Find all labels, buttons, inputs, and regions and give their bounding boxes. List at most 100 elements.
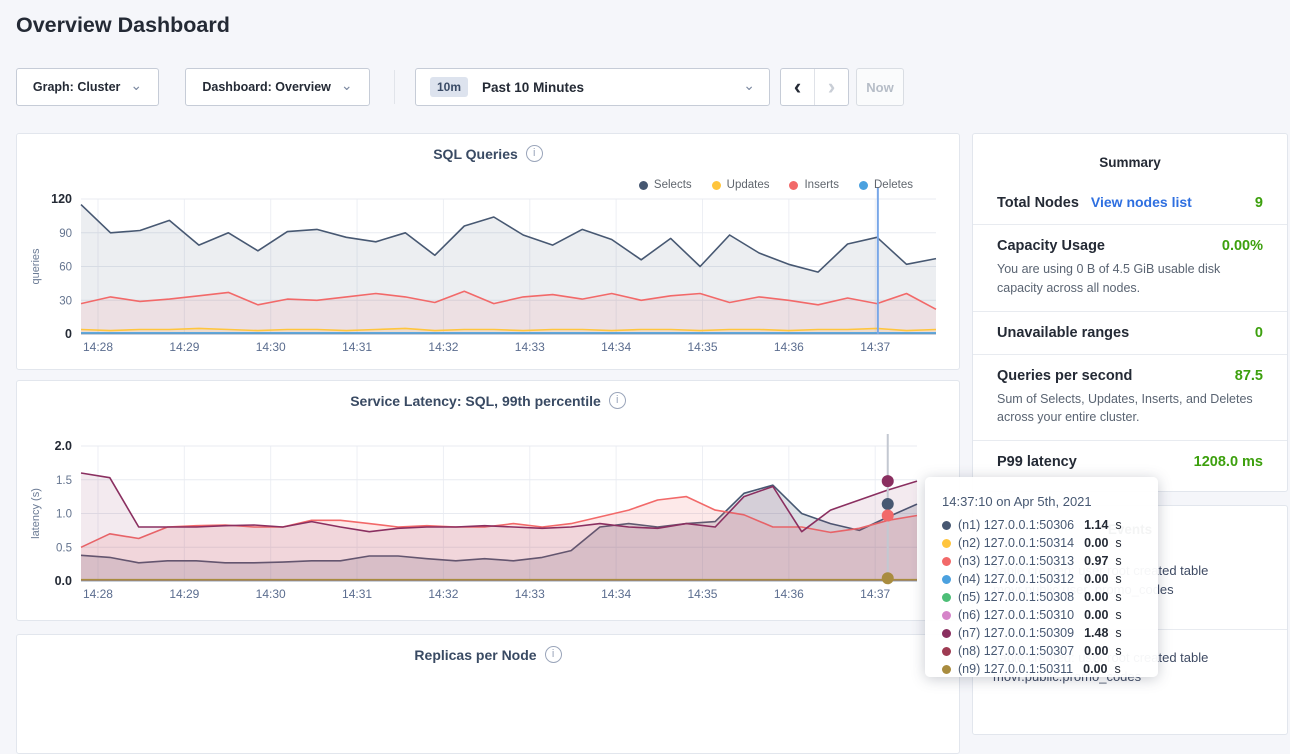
summary-row-qps: Queries per second 87.5 Sum of Selects, …	[973, 353, 1287, 441]
tooltip-row-n2: (n2) 127.0.0.1:50314 0.00 s	[942, 534, 1146, 552]
view-nodes-list-link[interactable]: View nodes list	[1090, 194, 1192, 210]
summary-value: 9	[1254, 195, 1263, 211]
svg-text:14:36: 14:36	[774, 587, 804, 601]
series-dot	[942, 556, 951, 566]
summary-panel: Summary Total Nodes View nodes list 9 Ca…	[972, 133, 1288, 492]
svg-text:1.0: 1.0	[56, 509, 72, 521]
svg-text:14:28: 14:28	[83, 340, 113, 354]
chart-hover-tooltip: 14:37:10 on Apr 5th, 2021 (n1) 127.0.0.1…	[925, 477, 1158, 677]
summary-label: Queries per second	[997, 367, 1133, 384]
svg-text:1.5: 1.5	[56, 475, 72, 487]
time-range-dropdown[interactable]: 10m Past 10 Minutes ⌄	[415, 68, 770, 106]
series-dot	[942, 520, 951, 530]
svg-text:14:35: 14:35	[687, 340, 717, 354]
service-latency-card: 14:28 14:29 14:30 14:31 14:32 14:33 14:34 14:35…	[16, 380, 960, 621]
summary-label: Total Nodes	[997, 195, 1079, 211]
sql-queries-title: SQL Queries	[433, 145, 518, 162]
legend-dot	[789, 180, 799, 190]
svg-text:14:35: 14:35	[687, 587, 717, 601]
dashboard-dropdown[interactable]: Dashboard: Overview ⌄	[185, 68, 370, 106]
svg-text:0.5: 0.5	[56, 542, 72, 554]
series-dot	[942, 592, 951, 602]
chart-title: Replicas per Node i	[17, 646, 959, 663]
legend-item-deletes[interactable]: Deletes	[859, 179, 913, 191]
summary-caption: Sum of Selects, Updates, Inserts, and De…	[997, 391, 1253, 425]
svg-text:14:31: 14:31	[342, 340, 372, 354]
tooltip-row-n6: (n6) 127.0.0.1:50310 0.00 s	[942, 606, 1146, 624]
svg-text:90: 90	[59, 228, 72, 240]
info-icon[interactable]: i	[525, 145, 543, 162]
graph-dropdown-label: Graph: Cluster	[32, 80, 121, 94]
legend-dot	[711, 180, 721, 190]
summary-label: Unavailable ranges	[997, 324, 1130, 341]
summary-row-unavailable: Unavailable ranges 0	[973, 310, 1287, 354]
summary-value: 87.5	[1234, 367, 1263, 384]
replicas-per-node-card: Replicas per Node i	[16, 634, 960, 754]
summary-value: 0.00%	[1221, 238, 1263, 254]
service-latency-chart[interactable]: 14:28 14:29 14:30 14:31 14:32 14:33 14:34 14:35…	[17, 381, 959, 620]
chart-title: Service Latency: SQL, 99th percentile i	[17, 392, 959, 409]
svg-text:0.0: 0.0	[55, 574, 72, 588]
svg-text:14:28: 14:28	[83, 587, 113, 601]
svg-text:14:29: 14:29	[169, 587, 199, 601]
tooltip-row-n3: (n3) 127.0.0.1:50313 0.97 s	[942, 552, 1146, 570]
legend-dot	[859, 180, 868, 190]
series-dot	[942, 610, 951, 620]
svg-text:14:37: 14:37	[860, 340, 890, 354]
chevron-down-icon: ⌄	[340, 76, 353, 93]
svg-text:14:32: 14:32	[428, 340, 458, 354]
legend-dot	[638, 180, 648, 190]
svg-text:14:33: 14:33	[515, 587, 545, 601]
toolbar-divider	[394, 70, 395, 104]
tooltip-row-n9: (n9) 127.0.0.1:50311 0.00 s	[942, 660, 1146, 678]
legend-item-updates[interactable]: Updates	[711, 179, 769, 191]
chevron-down-icon: ⌄	[743, 76, 755, 93]
time-range-badge: 10m	[430, 77, 469, 97]
dashboard-dropdown-label: Dashboard: Overview	[202, 80, 331, 94]
svg-text:30: 30	[59, 295, 72, 307]
summary-title: Summary	[1099, 155, 1161, 170]
sql-queries-card: 14:28 14:29 14:30 14:31 14:32 14:33 14:34 14:35…	[16, 133, 960, 370]
info-icon[interactable]: i	[544, 646, 562, 663]
tooltip-row-n4: (n4) 127.0.0.1:50312 0.00 s	[942, 570, 1146, 588]
summary-caption: You are using 0 B of 4.5 GiB usable disk…	[997, 262, 1221, 295]
svg-text:14:37: 14:37	[860, 587, 890, 601]
time-next-button[interactable]: ›	[815, 69, 848, 105]
time-nav-group: ‹ ›	[780, 68, 849, 106]
now-button[interactable]: Now	[856, 68, 904, 106]
tooltip-row-n1: (n1) 127.0.0.1:50306 1.14 s	[942, 516, 1146, 534]
series-dot	[942, 664, 951, 674]
time-prev-button[interactable]: ‹	[781, 69, 815, 105]
series-dot	[942, 574, 951, 584]
chevron-right-icon: ›	[827, 74, 836, 99]
svg-text:14:30: 14:30	[256, 587, 286, 601]
sql-queries-chart[interactable]: 14:28 14:29 14:30 14:31 14:32 14:33 14:34 14:35…	[17, 134, 959, 369]
svg-text:queries: queries	[30, 248, 42, 285]
tooltip-row-n5: (n5) 127.0.0.1:50308 0.00 s	[942, 588, 1146, 606]
chart-legend: Selects Updates Inserts Deletes	[638, 179, 913, 191]
summary-value: 1208.0 ms	[1193, 454, 1263, 470]
tooltip-row-n8: (n8) 127.0.0.1:50307 0.00 s	[942, 642, 1146, 660]
info-icon[interactable]: i	[608, 392, 626, 409]
svg-text:60: 60	[59, 262, 72, 274]
chevron-down-icon: ⌄	[130, 76, 143, 93]
tooltip-timestamp: 14:37:10 on Apr 5th, 2021	[942, 494, 1092, 509]
chart-title: SQL Queries i	[17, 145, 959, 162]
summary-value: 0	[1254, 324, 1263, 341]
svg-text:0: 0	[65, 327, 72, 341]
summary-row-capacity: Capacity Usage 0.00% You are using 0 B o…	[973, 224, 1287, 311]
svg-text:14:36: 14:36	[774, 340, 804, 354]
svg-text:14:30: 14:30	[256, 340, 286, 354]
svg-text:latency (s): latency (s)	[30, 488, 42, 539]
graph-dropdown[interactable]: Graph: Cluster ⌄	[16, 68, 159, 106]
svg-text:14:32: 14:32	[428, 587, 458, 601]
svg-text:2.0: 2.0	[55, 439, 72, 453]
legend-item-inserts[interactable]: Inserts	[789, 179, 839, 191]
tooltip-row-n7: (n7) 127.0.0.1:50309 1.48 s	[942, 624, 1146, 642]
svg-text:14:31: 14:31	[342, 587, 372, 601]
legend-item-selects[interactable]: Selects	[638, 179, 692, 191]
series-dot	[942, 646, 951, 656]
series-dot	[942, 628, 951, 638]
svg-text:14:34: 14:34	[601, 340, 631, 354]
replicas-per-node-title: Replicas per Node	[414, 646, 537, 663]
